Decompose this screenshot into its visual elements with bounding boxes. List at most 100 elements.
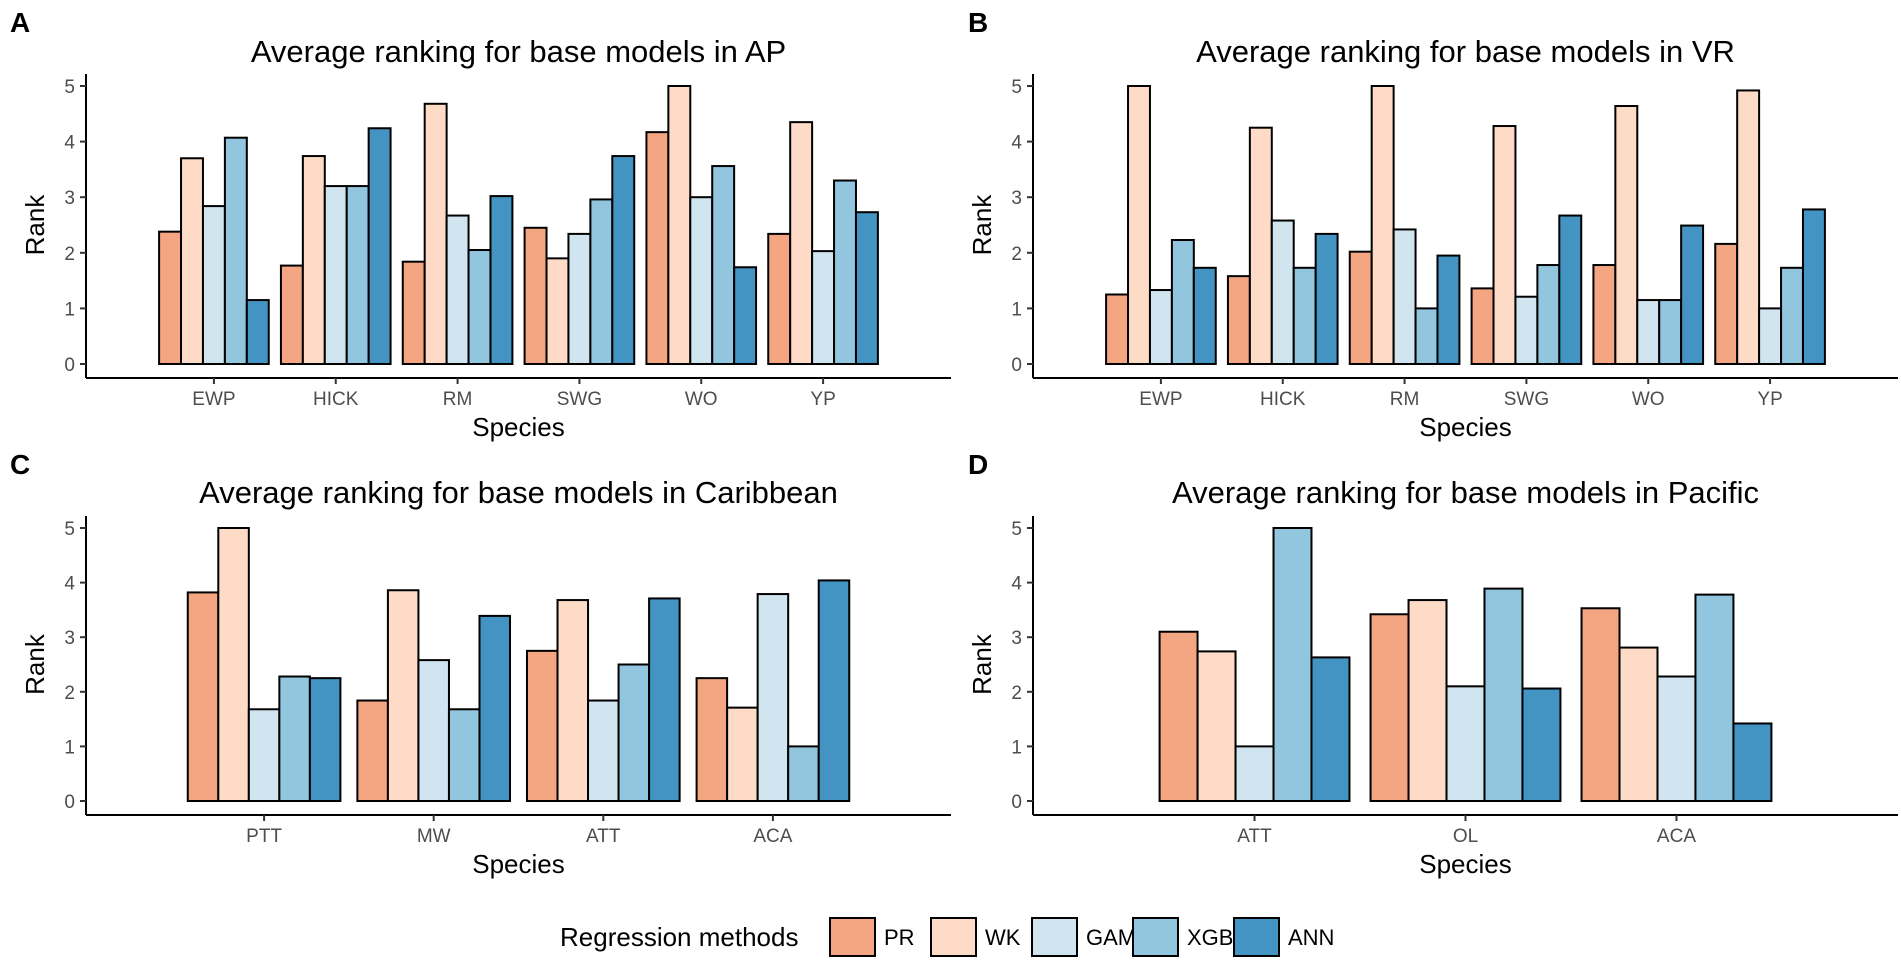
y-tick-label: 5	[1011, 77, 1022, 98]
bar-wk-yp	[789, 121, 814, 365]
y-tick-label: 5	[64, 519, 75, 540]
x-axis-title: Species	[1419, 412, 1512, 442]
bar-pr-ewp	[1105, 293, 1130, 365]
legend-label: PR	[884, 925, 915, 950]
bar-ann-rm	[489, 195, 514, 365]
bar-gam-swg	[1514, 295, 1539, 365]
bar-wk-ewp	[1127, 85, 1151, 365]
y-tick-label: 0	[1011, 792, 1022, 813]
legend-swatch	[829, 917, 876, 957]
bar-ann-wo	[1680, 224, 1705, 365]
y-tick-label: 4	[64, 133, 75, 154]
bar-pr-aca	[1580, 607, 1621, 803]
legend-swatch	[930, 917, 977, 957]
bar-gam-att	[1234, 745, 1275, 803]
y-tick-label: 5	[64, 77, 75, 98]
x-tick-label: WO	[685, 389, 718, 410]
bar-gam-ewp	[1148, 289, 1173, 365]
bar-gam-mw	[417, 659, 450, 803]
legend-item-pr: PR	[829, 917, 915, 957]
bar-pr-hick	[1226, 275, 1251, 366]
bar-pr-rm	[1348, 250, 1373, 365]
x-tick-label: HICK	[1260, 389, 1306, 410]
bar-xgb-rm	[1414, 307, 1439, 365]
x-tick-label: ATT	[1237, 826, 1272, 847]
bar-gam-hick	[1270, 219, 1295, 365]
bar-pr-yp	[1714, 242, 1739, 366]
bar-wk-mw	[386, 589, 420, 803]
bar-gam-att	[587, 699, 620, 803]
x-tick-label: ACA	[1657, 826, 1696, 847]
legend-item-ann: ANN	[1233, 917, 1334, 957]
legend-swatch	[1233, 917, 1280, 957]
panel-letter: A	[10, 7, 30, 38]
bar-xgb-hick	[345, 185, 370, 365]
bar-ann-ptt	[308, 677, 342, 803]
y-tick-label: 4	[1011, 574, 1022, 595]
legend-label: GAM	[1086, 925, 1136, 950]
panel-d: D Average ranking for base models in Paci…	[967, 449, 1898, 879]
bar-gam-aca	[756, 593, 790, 802]
bar-xgb-aca	[1694, 593, 1735, 802]
legend-label: ANN	[1288, 925, 1334, 950]
x-tick-label: RM	[1390, 389, 1420, 410]
bar-xgb-wo	[711, 165, 736, 365]
bar-ann-yp	[1801, 208, 1826, 365]
bar-wk-ptt	[217, 527, 250, 802]
bar-xgb-att	[1272, 527, 1313, 802]
bar-xgb-yp	[1780, 266, 1804, 366]
y-tick-label: 1	[1011, 299, 1022, 320]
y-tick-label: 1	[64, 299, 75, 320]
bar-pr-att	[525, 649, 559, 802]
x-tick-label: WO	[1632, 389, 1665, 410]
panel-letter: C	[10, 449, 30, 480]
y-tick-label: 2	[1011, 244, 1022, 265]
bar-xgb-hick	[1292, 266, 1317, 366]
x-tick-label: EWP	[192, 389, 235, 410]
bar-gam-rm	[1392, 228, 1417, 365]
legend: Regression methods PR WK GAM XGB ANN	[560, 917, 1334, 957]
y-tick-label: 2	[64, 244, 75, 265]
bar-wk-rm	[423, 102, 448, 366]
y-axis-title: Rank	[967, 633, 997, 695]
bar-gam-yp	[1758, 307, 1783, 365]
bar-xgb-mw	[447, 708, 481, 802]
y-tick-label: 3	[64, 628, 75, 649]
bar-ann-ol	[1521, 687, 1562, 802]
x-axis-title: Species	[1419, 849, 1512, 879]
x-tick-label: PTT	[246, 826, 282, 847]
x-axis-title: Species	[472, 849, 565, 879]
bar-pr-swg	[523, 226, 548, 365]
legend-swatch	[1132, 917, 1179, 957]
bar-xgb-yp	[833, 179, 857, 365]
bar-pr-aca	[695, 677, 729, 803]
legend-item-wk: WK	[930, 917, 1021, 957]
bar-xgb-ewp	[1170, 239, 1195, 365]
y-tick-label: 3	[1011, 628, 1022, 649]
y-tick-label: 5	[1011, 519, 1022, 540]
bar-ann-ewp	[245, 299, 270, 365]
bar-wk-wo	[1614, 105, 1639, 366]
bar-ann-swg	[611, 155, 636, 365]
chart-title: Average ranking for base models in AP	[251, 34, 786, 69]
bar-xgb-ol	[1483, 587, 1524, 803]
y-tick-label: 0	[64, 355, 75, 376]
panel-letter: B	[968, 7, 988, 38]
bar-gam-swg	[567, 232, 592, 365]
chart-title: Average ranking for base models in Carib…	[199, 475, 838, 510]
bar-wk-wo	[667, 85, 692, 365]
bar-wk-yp	[1736, 89, 1761, 365]
y-tick-label: 4	[64, 574, 75, 595]
bar-pr-ewp	[158, 230, 183, 365]
bar-wk-aca	[1618, 646, 1659, 802]
bar-ann-hick	[1314, 232, 1339, 365]
bar-wk-swg	[1492, 125, 1517, 365]
bar-ann-yp	[854, 211, 879, 365]
y-tick-label: 1	[1011, 737, 1022, 758]
bar-xgb-att	[617, 663, 651, 802]
bar-wk-att	[556, 599, 590, 803]
legend-item-gam: GAM	[1031, 917, 1136, 957]
bar-pr-wo	[1592, 264, 1617, 366]
bar-ann-aca	[1732, 722, 1773, 803]
x-tick-label: SWG	[1504, 389, 1549, 410]
